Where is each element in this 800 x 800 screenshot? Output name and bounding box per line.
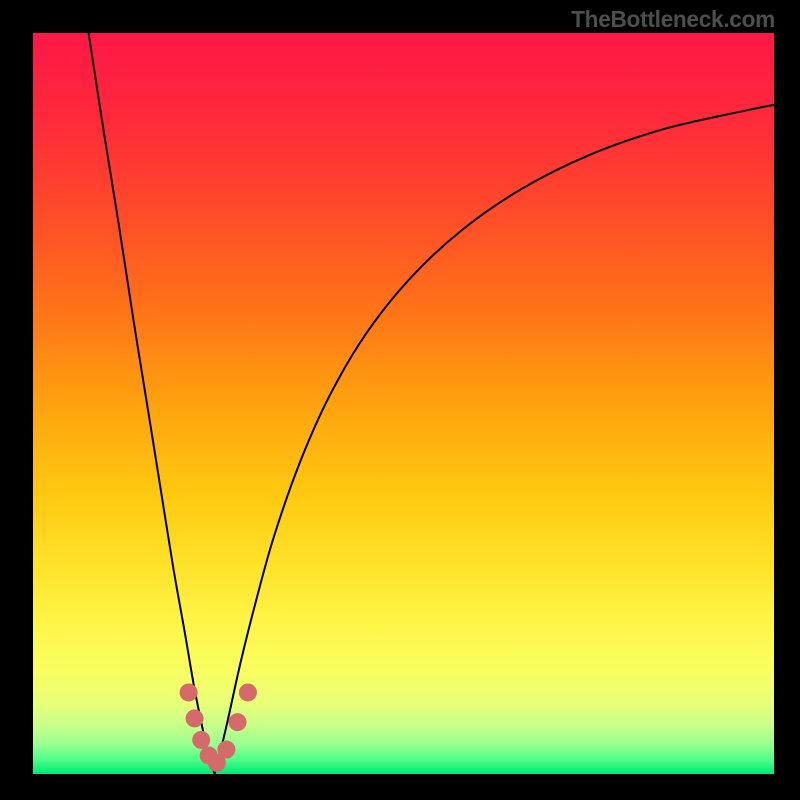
watermark-text: TheBottleneck.com <box>571 6 775 33</box>
curve-left-branch <box>89 33 215 774</box>
dip-marker <box>180 683 198 701</box>
dip-marker <box>186 709 204 727</box>
chart-root: TheBottleneck.com <box>0 0 800 800</box>
dip-marker <box>192 731 210 749</box>
dip-marker <box>229 713 247 731</box>
dip-marker <box>217 741 235 759</box>
curve-layer <box>33 33 774 774</box>
plot-area <box>33 33 774 774</box>
dip-marker <box>239 683 257 701</box>
curve-right-branch <box>215 105 774 774</box>
